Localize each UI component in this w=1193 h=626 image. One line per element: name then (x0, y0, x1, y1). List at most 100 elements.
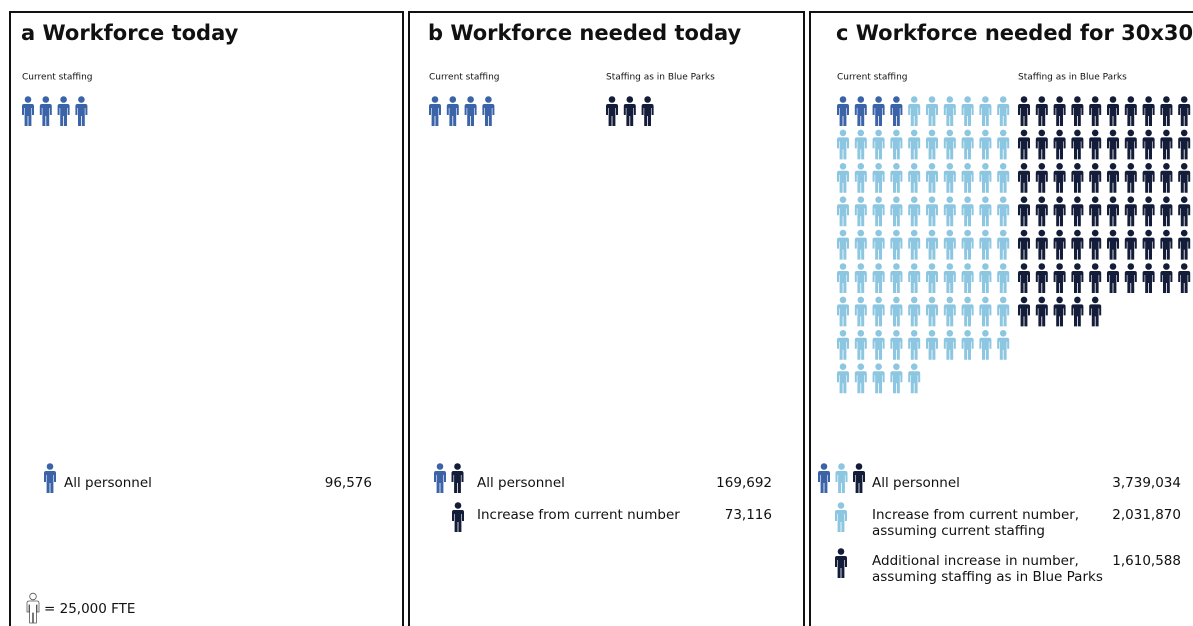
icon-head (608, 96, 616, 103)
icon-head (857, 229, 865, 237)
person-icon (1142, 129, 1155, 160)
icon-body (926, 337, 938, 360)
icon-head (820, 463, 828, 470)
icon-head (857, 363, 865, 370)
icon-head (964, 229, 971, 237)
person-icon (26, 592, 40, 624)
icon-body (641, 104, 654, 126)
icon-body (908, 137, 921, 160)
icon-body (1071, 137, 1084, 160)
legend-label: All personnel (872, 475, 960, 491)
icon-head (857, 296, 865, 304)
icon-body (943, 137, 956, 160)
person-icon (429, 96, 441, 126)
icon-body (872, 204, 885, 227)
person-icon (926, 330, 938, 360)
legend-label: All personnel (64, 475, 152, 491)
person-icon (997, 263, 1010, 293)
person-icon (452, 502, 464, 532)
icon-body (872, 304, 885, 327)
icon-head (1074, 296, 1081, 304)
icon-body (1107, 104, 1119, 126)
icon-head (78, 96, 85, 103)
icon-head (1038, 96, 1046, 103)
person-icon (890, 129, 903, 160)
icon-body (908, 237, 921, 260)
icon-head (999, 96, 1007, 103)
icon-body (1160, 204, 1173, 227)
icon-body (890, 204, 903, 227)
column-label: Current staffing (837, 73, 908, 83)
icon-body (997, 104, 1010, 126)
icon-body (979, 204, 992, 227)
icon-head (910, 163, 918, 170)
icon-head (857, 163, 865, 170)
icon-body (961, 271, 974, 293)
icon-body (1124, 170, 1137, 193)
icon-head (1163, 263, 1170, 270)
person-icon (837, 263, 849, 293)
icon-head (1020, 163, 1028, 170)
icon-body (908, 104, 921, 126)
person-icon (1071, 229, 1084, 260)
person-icon (1142, 263, 1155, 293)
icon-head (485, 96, 492, 103)
person-icon (926, 263, 938, 293)
icon-head (982, 263, 989, 270)
person-icon (837, 296, 849, 327)
icon-body (890, 371, 903, 394)
person-icon (997, 196, 1010, 227)
icon-body (1071, 304, 1084, 327)
icon-head (964, 263, 971, 270)
person-icon (1071, 129, 1084, 160)
icon-head (1020, 296, 1028, 304)
icon-body (1071, 104, 1084, 126)
icon-head (1163, 229, 1170, 237)
person-icon (1142, 196, 1155, 227)
person-icon (837, 163, 849, 193)
person-icon (872, 263, 885, 293)
icon-body (837, 304, 849, 327)
person-icon (908, 163, 921, 193)
icon-head (1056, 129, 1063, 137)
person-icon (890, 363, 903, 394)
column-label: Current staffing (429, 73, 500, 83)
icon-head (839, 96, 847, 103)
icon-head (1180, 229, 1188, 237)
person-icon (926, 196, 938, 227)
icon-body (1053, 104, 1066, 126)
person-icon (1018, 196, 1030, 227)
person-icon (1053, 196, 1066, 227)
person-icon (835, 548, 847, 578)
panel-frame (9, 11, 404, 626)
person-icon (1035, 296, 1048, 327)
icon-head (1163, 129, 1170, 137)
icon-head (1020, 229, 1028, 237)
person-icon (1160, 196, 1173, 227)
icon-body (854, 137, 867, 160)
icon-head (1038, 163, 1046, 170)
person-icon (1035, 229, 1048, 260)
icon-body (1053, 204, 1066, 227)
icon-head (910, 330, 918, 337)
person-icon (997, 229, 1010, 260)
person-icon (854, 330, 867, 360)
icon-head (431, 96, 439, 103)
icon-body (1089, 104, 1102, 126)
icon-head (42, 96, 50, 103)
icon-head (1163, 163, 1170, 170)
icon-head (1109, 263, 1117, 270)
person-icon (872, 330, 885, 360)
icon-body (1107, 204, 1119, 227)
person-icon (835, 463, 848, 493)
icon-head (910, 196, 918, 203)
icon-head (964, 96, 971, 103)
legend-label: assuming staffing as in Blue Parks (872, 569, 1103, 585)
icon-body (1142, 271, 1155, 293)
icon-head (1127, 96, 1135, 103)
person-icon (1124, 163, 1137, 193)
icon-body (1142, 137, 1155, 160)
icon-head (1145, 196, 1152, 203)
icon-body (854, 237, 867, 260)
icon-head (1091, 163, 1099, 170)
